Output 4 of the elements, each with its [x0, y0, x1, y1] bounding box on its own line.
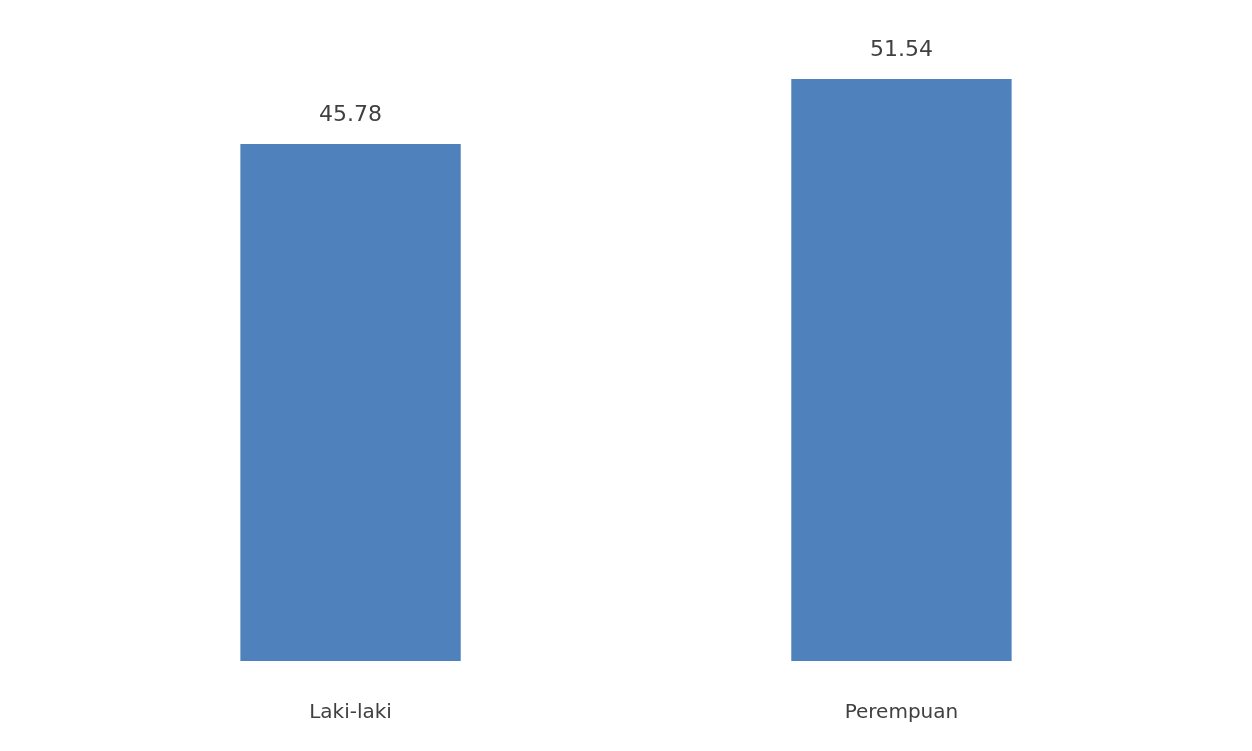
data-label: 45.78: [319, 101, 383, 127]
data-label: 51.54: [869, 36, 933, 62]
x-tick-label: Perempuan: [844, 698, 959, 723]
x-tick-label: Laki-laki: [309, 698, 392, 723]
